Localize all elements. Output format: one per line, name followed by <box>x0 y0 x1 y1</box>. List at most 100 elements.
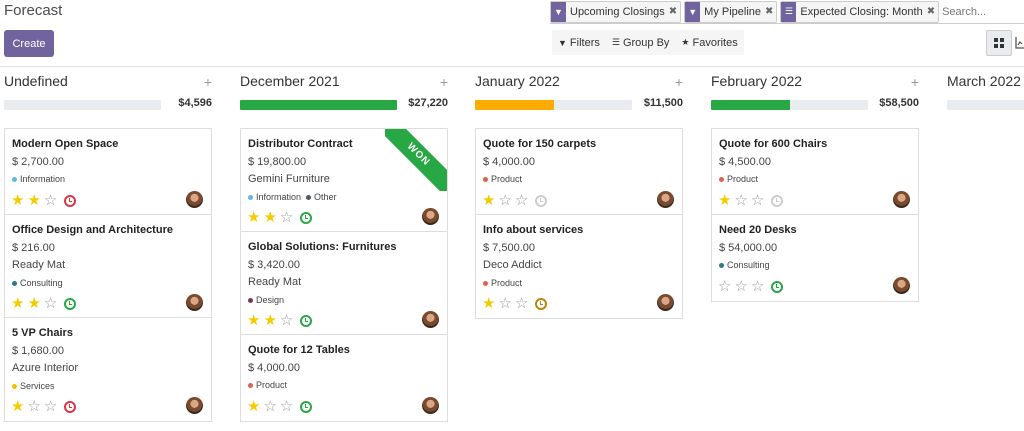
salesperson-avatar <box>422 397 439 414</box>
priority-star-icon[interactable]: ☆ <box>279 312 294 329</box>
priority-star-icon[interactable]: ★ <box>247 312 261 329</box>
opportunity-card[interactable]: Quote for 150 carpets $ 4,000.00 Product ★ ☆… <box>476 129 682 215</box>
activity-clock-icon[interactable] <box>64 194 77 207</box>
priority-star-icon[interactable]: ★ <box>11 192 25 209</box>
activity-clock-icon[interactable] <box>300 314 313 327</box>
card-tags: Consulting <box>12 278 68 288</box>
activity-clock-icon[interactable] <box>64 297 77 310</box>
column-header: Undefined + <box>0 68 212 98</box>
priority-star-icon[interactable]: ☆ <box>43 192 58 209</box>
priority-star-icon[interactable]: ★ <box>27 192 41 209</box>
tag-color-dot <box>719 176 724 182</box>
priority-star-icon[interactable]: ☆ <box>279 398 294 415</box>
filters-button[interactable]: ▼ Filters <box>552 30 606 55</box>
priority-star-icon[interactable]: ☆ <box>498 192 512 209</box>
remove-facet-icon[interactable]: ✖ <box>765 6 774 17</box>
kanban-column: March 2022 <box>943 68 1024 110</box>
column-title: March 2022 <box>947 73 1021 89</box>
activity-clock-icon[interactable] <box>771 280 784 293</box>
priority-star-icon[interactable]: ☆ <box>750 278 765 295</box>
priority-star-icon[interactable]: ☆ <box>750 192 765 209</box>
column-progress-bar[interactable] <box>240 100 397 110</box>
kanban-view-button[interactable] <box>986 30 1012 56</box>
opportunity-card[interactable]: Quote for 600 Chairs $ 4,500.00 Product ★ ☆ ☆ <box>712 129 918 215</box>
activity-clock-icon[interactable] <box>300 211 313 224</box>
priority-star-icon[interactable]: ☆ <box>734 278 748 295</box>
kanban-grid-icon <box>994 38 1004 48</box>
priority-stars: ★ ☆ ☆ <box>482 295 548 312</box>
priority-star-icon[interactable]: ★ <box>482 192 496 209</box>
activity-clock-icon[interactable] <box>300 400 313 413</box>
activity-clock-icon[interactable] <box>535 297 548 310</box>
opportunity-card[interactable]: Quote for 12 Tables $ 4,000.00 Product ★ ☆ ☆ <box>241 335 447 421</box>
column-progress-bar[interactable] <box>4 100 161 110</box>
priority-star-icon[interactable]: ★ <box>247 209 261 226</box>
progress-fill-green <box>240 100 397 110</box>
tag-label: Information <box>256 192 302 202</box>
priority-star-icon[interactable]: ★ <box>482 295 496 312</box>
filter-icon: ▼ <box>558 37 567 48</box>
priority-star-icon[interactable]: ☆ <box>263 398 277 415</box>
priority-star-icon[interactable]: ★ <box>247 398 261 415</box>
priority-star-icon[interactable]: ☆ <box>43 398 58 415</box>
add-to-column-icon[interactable]: + <box>439 74 448 90</box>
group-by-label: Group By <box>622 36 670 49</box>
column-header: February 2022 + <box>707 68 919 98</box>
priority-star-icon[interactable]: ☆ <box>43 295 58 312</box>
card-title: Quote for 600 Chairs <box>719 138 828 150</box>
card-amount: $ 4,500.00 <box>719 156 771 168</box>
card-title: Info about services <box>483 224 584 236</box>
add-to-column-icon[interactable]: + <box>910 74 919 90</box>
priority-star-icon[interactable]: ☆ <box>734 192 748 209</box>
priority-star-icon[interactable]: ☆ <box>514 192 529 209</box>
control-panel: Forecast Create ▼ Upcoming Closings ✖ ▼ … <box>0 0 1024 67</box>
favorites-button[interactable]: ★ Favorites <box>675 30 743 55</box>
priority-star-icon[interactable]: ★ <box>263 312 277 329</box>
priority-star-icon[interactable]: ☆ <box>514 295 529 312</box>
priority-star-icon[interactable]: ☆ <box>718 278 732 295</box>
remove-facet-icon[interactable]: ✖ <box>668 6 678 17</box>
activity-clock-icon[interactable] <box>535 194 548 207</box>
priority-star-icon[interactable]: ★ <box>11 398 25 415</box>
activity-clock-icon[interactable] <box>771 194 784 207</box>
column-progress-bar[interactable] <box>711 100 868 110</box>
column-total: $4,596 <box>178 97 212 109</box>
priority-star-icon[interactable]: ☆ <box>498 295 512 312</box>
opportunity-card[interactable]: Distributor Contract $ 19,800.00 Gemini Fu… <box>241 129 447 232</box>
salesperson-avatar <box>657 294 674 311</box>
add-to-column-icon[interactable]: + <box>203 74 212 90</box>
column-progress-bar[interactable] <box>947 100 1024 110</box>
opportunity-card[interactable]: Need 20 Desks $ 54,000.00 Consulting ☆ ☆ ☆ <box>712 215 918 301</box>
opportunity-card[interactable]: Global Solutions: Furnitures $ 3,420.00 Re… <box>241 232 447 335</box>
tag-label: Product <box>491 174 523 184</box>
priority-stars: ★ ★ ☆ <box>247 312 313 329</box>
card-amount: $ 3,420.00 <box>248 259 300 271</box>
search-input[interactable] <box>942 5 1013 18</box>
column-title: January 2022 <box>475 73 560 89</box>
group-by-button[interactable]: ☰ Group By <box>606 30 676 55</box>
opportunity-card[interactable]: Modern Open Space $ 2,700.00 Information ★ ★… <box>5 129 211 215</box>
kanban-board: Undefined + $4,596 Modern Open Space $ 2,700… <box>0 68 1024 431</box>
priority-star-icon[interactable]: ☆ <box>27 398 41 415</box>
opportunity-card[interactable]: Info about services $ 7,500.00 Deco Addict… <box>476 215 682 318</box>
priority-star-icon[interactable]: ☆ <box>279 209 294 226</box>
remove-facet-icon[interactable]: ✖ <box>926 6 936 17</box>
tag: Product <box>719 174 758 184</box>
priority-star-icon[interactable]: ★ <box>263 209 277 226</box>
salesperson-avatar <box>893 191 910 208</box>
column-title: December 2021 <box>240 73 340 89</box>
opportunity-card[interactable]: Office Design and Architecture $ 216.00 Re… <box>5 215 211 318</box>
tag-label: Information <box>20 174 66 184</box>
priority-star-icon[interactable]: ★ <box>718 192 732 209</box>
tag: Information <box>248 192 301 202</box>
priority-star-icon[interactable]: ★ <box>11 295 25 312</box>
activity-clock-icon[interactable] <box>64 400 77 413</box>
priority-star-icon[interactable]: ★ <box>27 295 41 312</box>
graph-view-button[interactable] <box>1015 30 1024 56</box>
column-progress-bar[interactable] <box>475 100 632 110</box>
add-to-column-icon[interactable]: + <box>674 74 683 90</box>
search-facet-upcoming-closings: ▼ Upcoming Closings ✖ <box>550 0 682 23</box>
create-button[interactable]: Create <box>4 30 54 57</box>
chart-icon <box>1015 37 1024 49</box>
opportunity-card[interactable]: 5 VP Chairs $ 1,680.00 Azure Interior Servi… <box>5 318 211 421</box>
